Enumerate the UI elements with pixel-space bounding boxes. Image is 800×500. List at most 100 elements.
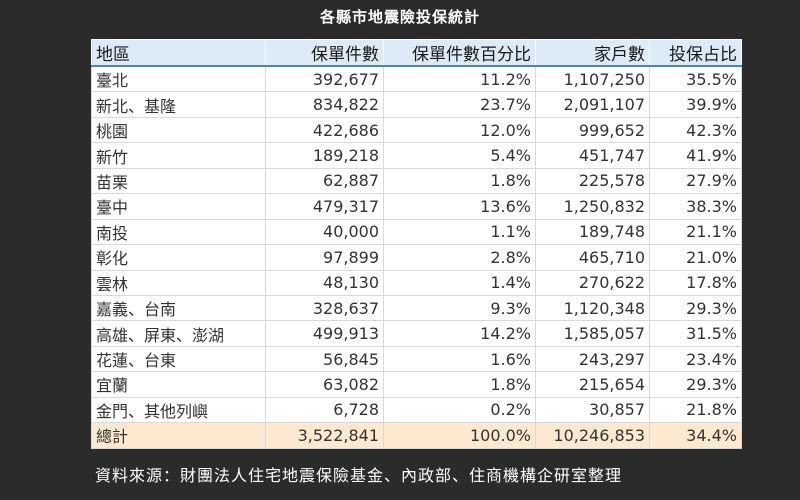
coverage-ratio-cell: 31.5% bbox=[649, 320, 742, 347]
table-row: 桃園 422,686 12.0% 999,652 42.3% bbox=[91, 116, 742, 144]
households-cell: 1,250,832 bbox=[535, 193, 650, 220]
households-cell: 215,654 bbox=[535, 371, 650, 398]
table-row: 花蓮、台東 56,845 1.6% 243,297 23.4% bbox=[91, 345, 742, 373]
policy-percent-cell: 12.0% bbox=[383, 116, 536, 144]
table-header-row: 地區 保單件數 保單件數百分比 家戶數 投保占比 bbox=[91, 39, 742, 67]
table-row: 臺北 392,677 11.2% 1,107,250 35.5% bbox=[91, 65, 742, 93]
coverage-ratio-cell: 38.3% bbox=[649, 193, 742, 220]
total-coverage-ratio-cell: 34.4% bbox=[649, 422, 742, 449]
policy-percent-cell: 2.8% bbox=[383, 244, 536, 271]
households-cell: 451,747 bbox=[535, 142, 650, 169]
header-region: 地區 bbox=[91, 39, 266, 67]
total-policy-percent-cell: 100.0% bbox=[383, 422, 536, 449]
coverage-ratio-cell: 23.4% bbox=[649, 345, 742, 373]
page-title: 各縣市地震險投保統計 bbox=[319, 8, 480, 26]
policy-percent-cell: 5.4% bbox=[383, 142, 536, 169]
policy-percent-cell: 9.3% bbox=[383, 294, 536, 322]
coverage-ratio-cell: 27.9% bbox=[649, 167, 742, 195]
table-row: 金門、其他列嶼 6,728 0.2% 30,857 21.8% bbox=[91, 396, 742, 424]
households-cell: 2,091,107 bbox=[535, 91, 650, 118]
households-cell: 30,857 bbox=[535, 396, 650, 424]
header-policy-percent: 保單件數百分比 bbox=[383, 39, 536, 67]
households-cell: 189,748 bbox=[535, 218, 650, 246]
policy-count-cell: 499,913 bbox=[265, 320, 384, 347]
policy-count-cell: 189,218 bbox=[265, 142, 384, 169]
coverage-ratio-cell: 21.1% bbox=[649, 218, 742, 246]
policy-count-cell: 97,899 bbox=[265, 244, 384, 271]
statistics-table: 地區 保單件數 保單件數百分比 家戶數 投保占比 臺北 392,677 11.2% 1… bbox=[91, 39, 742, 449]
policy-percent-cell: 11.2% bbox=[383, 65, 536, 93]
source-note: 資料來源：財團法人住宅地震保險基金、內政部、住商機構企研室整理 bbox=[95, 466, 623, 485]
policy-percent-cell: 1.1% bbox=[383, 218, 536, 246]
total-policy-count-cell: 3,522,841 bbox=[265, 422, 384, 449]
region-cell: 彰化 bbox=[91, 244, 266, 271]
header-coverage-ratio: 投保占比 bbox=[649, 39, 742, 67]
table-row: 南投 40,000 1.1% 189,748 21.1% bbox=[91, 218, 742, 246]
policy-count-cell: 40,000 bbox=[265, 218, 384, 246]
region-cell: 臺中 bbox=[91, 193, 266, 220]
table-row: 高雄、屏東、澎湖 499,913 14.2% 1,585,057 31.5% bbox=[91, 320, 742, 347]
total-row: 總計 3,522,841 100.0% 10,246,853 34.4% bbox=[91, 422, 742, 449]
coverage-ratio-cell: 21.0% bbox=[649, 244, 742, 271]
table-row: 臺中 479,317 13.6% 1,250,832 38.3% bbox=[91, 193, 742, 220]
policy-percent-cell: 0.2% bbox=[383, 396, 536, 424]
table-row: 苗栗 62,887 1.8% 225,578 27.9% bbox=[91, 167, 742, 195]
policy-percent-cell: 1.8% bbox=[383, 371, 536, 398]
table-row: 宜蘭 63,082 1.8% 215,654 29.3% bbox=[91, 371, 742, 398]
region-cell: 新北、基隆 bbox=[91, 91, 266, 118]
policy-percent-cell: 1.4% bbox=[383, 269, 536, 296]
policy-percent-cell: 1.6% bbox=[383, 345, 536, 373]
policy-count-cell: 48,130 bbox=[265, 269, 384, 296]
policy-count-cell: 422,686 bbox=[265, 116, 384, 144]
table-row: 嘉義、台南 328,637 9.3% 1,120,348 29.3% bbox=[91, 294, 742, 322]
table-row: 彰化 97,899 2.8% 465,710 21.0% bbox=[91, 244, 742, 271]
policy-count-cell: 834,822 bbox=[265, 91, 384, 118]
coverage-ratio-cell: 39.9% bbox=[649, 91, 742, 118]
households-cell: 1,107,250 bbox=[535, 65, 650, 93]
households-cell: 270,622 bbox=[535, 269, 650, 296]
region-cell: 新竹 bbox=[91, 142, 266, 169]
region-cell: 宜蘭 bbox=[91, 371, 266, 398]
policy-percent-cell: 14.2% bbox=[383, 320, 536, 347]
table-row: 新北、基隆 834,822 23.7% 2,091,107 39.9% bbox=[91, 91, 742, 118]
policy-count-cell: 56,845 bbox=[265, 345, 384, 373]
table-row: 新竹 189,218 5.4% 451,747 41.9% bbox=[91, 142, 742, 169]
policy-percent-cell: 13.6% bbox=[383, 193, 536, 220]
households-cell: 243,297 bbox=[535, 345, 650, 373]
households-cell: 465,710 bbox=[535, 244, 650, 271]
region-cell: 南投 bbox=[91, 218, 266, 246]
region-cell: 高雄、屏東、澎湖 bbox=[91, 320, 266, 347]
coverage-ratio-cell: 17.8% bbox=[649, 269, 742, 296]
policy-count-cell: 479,317 bbox=[265, 193, 384, 220]
header-policy-count: 保單件數 bbox=[265, 39, 384, 67]
region-cell: 苗栗 bbox=[91, 167, 266, 195]
households-cell: 225,578 bbox=[535, 167, 650, 195]
region-cell: 桃園 bbox=[91, 116, 266, 144]
region-cell: 花蓮、台東 bbox=[91, 345, 266, 373]
region-cell: 金門、其他列嶼 bbox=[91, 396, 266, 424]
policy-percent-cell: 1.8% bbox=[383, 167, 536, 195]
total-region-cell: 總計 bbox=[91, 422, 266, 449]
header-households: 家戶數 bbox=[535, 39, 650, 67]
coverage-ratio-cell: 41.9% bbox=[649, 142, 742, 169]
households-cell: 999,652 bbox=[535, 116, 650, 144]
region-cell: 雲林 bbox=[91, 269, 266, 296]
coverage-ratio-cell: 42.3% bbox=[649, 116, 742, 144]
policy-count-cell: 6,728 bbox=[265, 396, 384, 424]
coverage-ratio-cell: 29.3% bbox=[649, 294, 742, 322]
coverage-ratio-cell: 35.5% bbox=[649, 65, 742, 93]
households-cell: 1,120,348 bbox=[535, 294, 650, 322]
policy-count-cell: 392,677 bbox=[265, 65, 384, 93]
total-households-cell: 10,246,853 bbox=[535, 422, 650, 449]
region-cell: 嘉義、台南 bbox=[91, 294, 266, 322]
policy-count-cell: 62,887 bbox=[265, 167, 384, 195]
table-row: 雲林 48,130 1.4% 270,622 17.8% bbox=[91, 269, 742, 296]
coverage-ratio-cell: 29.3% bbox=[649, 371, 742, 398]
region-cell: 臺北 bbox=[91, 65, 266, 93]
households-cell: 1,585,057 bbox=[535, 320, 650, 347]
coverage-ratio-cell: 21.8% bbox=[649, 396, 742, 424]
table-body: 臺北 392,677 11.2% 1,107,250 35.5% 新北、基隆 834,822… bbox=[91, 65, 742, 449]
policy-percent-cell: 23.7% bbox=[383, 91, 536, 118]
policy-count-cell: 63,082 bbox=[265, 371, 384, 398]
policy-count-cell: 328,637 bbox=[265, 294, 384, 322]
